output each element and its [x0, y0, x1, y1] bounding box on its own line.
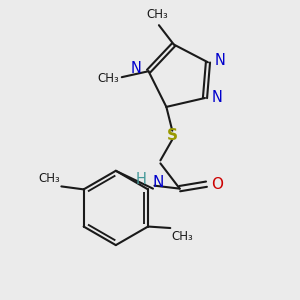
Text: N: N [214, 53, 225, 68]
Text: CH₃: CH₃ [172, 230, 194, 242]
Text: CH₃: CH₃ [97, 72, 119, 85]
Text: O: O [211, 177, 223, 192]
Text: N: N [212, 91, 222, 106]
Text: S: S [167, 128, 178, 142]
Text: CH₃: CH₃ [147, 8, 168, 21]
Text: N: N [131, 61, 142, 76]
Text: H: H [136, 172, 146, 187]
Text: N: N [153, 175, 164, 190]
Text: CH₃: CH₃ [38, 172, 60, 185]
